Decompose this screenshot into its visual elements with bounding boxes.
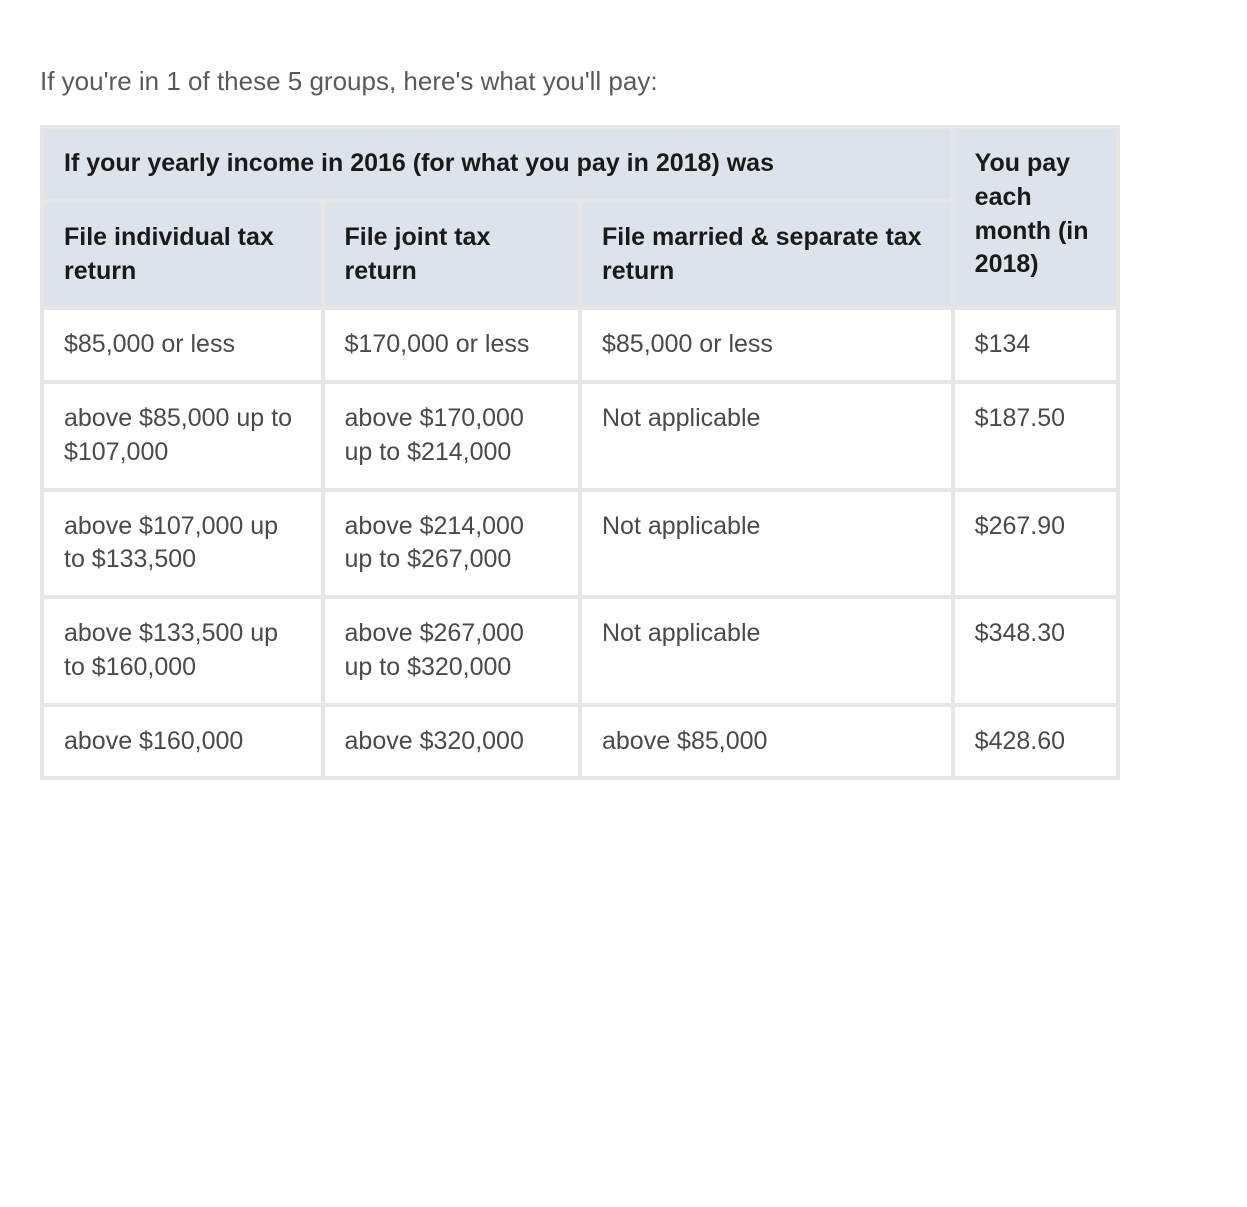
cell: $348.30 — [955, 599, 1116, 703]
cell: above $267,000 up to $320,000 — [325, 599, 578, 703]
cell: $428.60 — [955, 707, 1116, 777]
table-row: above $160,000 above $320,000 above $85,… — [44, 707, 1116, 777]
cell: Not applicable — [582, 492, 951, 596]
cell: above $85,000 — [582, 707, 951, 777]
cell: above $160,000 — [44, 707, 321, 777]
cell: above $320,000 — [325, 707, 578, 777]
col-header-individual: File individual tax return — [44, 203, 321, 307]
income-premium-table: If your yearly income in 2016 (for what … — [40, 125, 1120, 780]
cell: $85,000 or less — [582, 310, 951, 380]
table-header-row-1: If your yearly income in 2016 (for what … — [44, 129, 1116, 199]
cell: Not applicable — [582, 599, 951, 703]
cell: $170,000 or less — [325, 310, 578, 380]
cell: above $214,000 up to $267,000 — [325, 492, 578, 596]
cell: above $170,000 up to $214,000 — [325, 384, 578, 488]
cell: $187.50 — [955, 384, 1116, 488]
cell: above $85,000 up to $107,000 — [44, 384, 321, 488]
top-header: If your yearly income in 2016 (for what … — [44, 129, 951, 199]
cell: above $133,500 up to $160,000 — [44, 599, 321, 703]
cell: $134 — [955, 310, 1116, 380]
right-header: You pay each month (in 2018) — [955, 129, 1116, 306]
cell: above $107,000 up to $133,500 — [44, 492, 321, 596]
intro-text: If you're in 1 of these 5 groups, here's… — [40, 66, 1207, 97]
cell: $85,000 or less — [44, 310, 321, 380]
table-row: above $133,500 up to $160,000 above $267… — [44, 599, 1116, 703]
table-row: $85,000 or less $170,000 or less $85,000… — [44, 310, 1116, 380]
col-header-married-separate: File married & separate tax return — [582, 203, 951, 307]
table-row: above $107,000 up to $133,500 above $214… — [44, 492, 1116, 596]
cell: $267.90 — [955, 492, 1116, 596]
table-row: above $85,000 up to $107,000 above $170,… — [44, 384, 1116, 488]
col-header-joint: File joint tax return — [325, 203, 578, 307]
cell: Not applicable — [582, 384, 951, 488]
